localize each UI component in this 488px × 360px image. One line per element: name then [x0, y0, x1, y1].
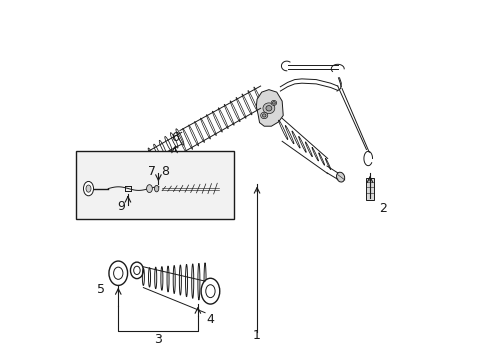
Text: 9: 9 [117, 201, 124, 213]
Ellipse shape [201, 278, 219, 304]
Bar [366, 178, 373, 200]
Ellipse shape [154, 185, 159, 192]
Ellipse shape [262, 114, 265, 117]
Ellipse shape [205, 285, 215, 298]
Ellipse shape [263, 103, 274, 114]
Text: 5: 5 [97, 283, 105, 296]
Ellipse shape [146, 185, 152, 193]
Text: 3: 3 [154, 333, 162, 346]
Ellipse shape [272, 102, 275, 104]
Text: 2: 2 [378, 202, 386, 215]
Ellipse shape [130, 262, 143, 279]
Ellipse shape [86, 185, 91, 192]
Text: 7: 7 [147, 165, 155, 177]
Ellipse shape [83, 181, 93, 196]
Ellipse shape [260, 112, 267, 119]
Polygon shape [256, 90, 283, 126]
Ellipse shape [109, 261, 127, 285]
Ellipse shape [270, 100, 276, 105]
Text: 4: 4 [206, 313, 214, 327]
Text: 1: 1 [253, 329, 261, 342]
Ellipse shape [265, 105, 271, 111]
Bar [76, 151, 233, 220]
Text: 6: 6 [170, 131, 178, 144]
Ellipse shape [113, 267, 122, 279]
Ellipse shape [133, 266, 140, 274]
Ellipse shape [336, 172, 344, 182]
Text: 8: 8 [161, 165, 169, 177]
Ellipse shape [125, 163, 130, 172]
